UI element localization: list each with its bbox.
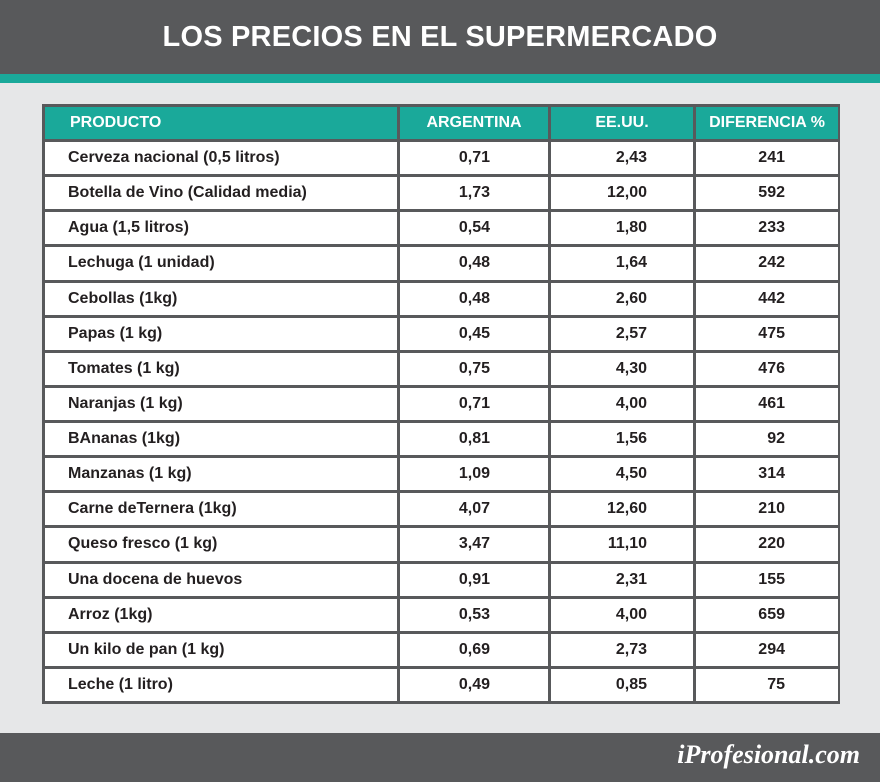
cell-eeuu: 4,50	[551, 458, 693, 491]
cell-argentina: 0,48	[400, 282, 548, 315]
table-row: Una docena de huevos 0,91 2,31 155	[45, 563, 838, 596]
footer-bar: iProfesional.com	[0, 733, 880, 782]
cell-argentina: 0,69	[400, 633, 548, 666]
cell-producto: Naranjas (1 kg)	[45, 387, 397, 420]
column-header-argentina: ARGENTINA	[400, 107, 548, 139]
cell-producto: Carne deTernera (1kg)	[45, 493, 397, 526]
price-table-container: PRODUCTO ARGENTINA EE.UU. DIFERENCIA % C…	[42, 104, 840, 704]
table-row: Carne deTernera (1kg) 4,07 12,60 210	[45, 493, 838, 526]
cell-argentina: 0,81	[400, 423, 548, 456]
table-row: Queso fresco (1 kg) 3,47 11,10 220	[45, 528, 838, 561]
cell-producto: Papas (1 kg)	[45, 317, 397, 350]
cell-eeuu: 2,43	[551, 142, 693, 175]
cell-eeuu: 2,57	[551, 317, 693, 350]
cell-eeuu: 2,73	[551, 633, 693, 666]
cell-eeuu: 1,56	[551, 423, 693, 456]
header-bar: LOS PRECIOS EN EL SUPERMERCADO	[0, 0, 880, 74]
cell-diferencia: 442	[696, 282, 838, 315]
cell-argentina: 1,09	[400, 458, 548, 491]
cell-eeuu: 2,60	[551, 282, 693, 315]
cell-diferencia: 241	[696, 142, 838, 175]
column-header-producto: PRODUCTO	[45, 107, 397, 139]
cell-diferencia: 476	[696, 352, 838, 385]
cell-producto: Leche (1 litro)	[45, 668, 397, 701]
column-header-diferencia: DIFERENCIA %	[696, 107, 838, 139]
cell-producto: Manzanas (1 kg)	[45, 458, 397, 491]
cell-eeuu: 2,31	[551, 563, 693, 596]
table-row: Cebollas (1kg) 0,48 2,60 442	[45, 282, 838, 315]
cell-argentina: 3,47	[400, 528, 548, 561]
cell-argentina: 0,71	[400, 387, 548, 420]
cell-producto: Tomates (1 kg)	[45, 352, 397, 385]
cell-diferencia: 475	[696, 317, 838, 350]
cell-argentina: 0,54	[400, 212, 548, 245]
cell-argentina: 0,91	[400, 563, 548, 596]
cell-argentina: 0,45	[400, 317, 548, 350]
cell-diferencia: 220	[696, 528, 838, 561]
table-row: Cerveza nacional (0,5 litros) 0,71 2,43 241	[45, 142, 838, 175]
cell-diferencia: 242	[696, 247, 838, 280]
cell-diferencia: 92	[696, 423, 838, 456]
cell-argentina: 1,73	[400, 177, 548, 210]
table-row: Agua (1,5 litros) 0,54 1,80 233	[45, 212, 838, 245]
cell-producto: Agua (1,5 litros)	[45, 212, 397, 245]
iprofesional-logo: iProfesional.com	[677, 740, 860, 769]
cell-producto: Lechuga (1 unidad)	[45, 247, 397, 280]
cell-diferencia: 659	[696, 598, 838, 631]
cell-argentina: 0,71	[400, 142, 548, 175]
cell-eeuu: 12,00	[551, 177, 693, 210]
cell-producto: Arroz (1kg)	[45, 598, 397, 631]
cell-diferencia: 75	[696, 668, 838, 701]
cell-producto: Una docena de huevos	[45, 563, 397, 596]
cell-eeuu: 4,00	[551, 387, 693, 420]
cell-eeuu: 1,64	[551, 247, 693, 280]
table-row: Papas (1 kg) 0,45 2,57 475	[45, 317, 838, 350]
cell-argentina: 0,49	[400, 668, 548, 701]
cell-diferencia: 461	[696, 387, 838, 420]
cell-argentina: 0,48	[400, 247, 548, 280]
table-row: Lechuga (1 unidad) 0,48 1,64 242	[45, 247, 838, 280]
cell-eeuu: 1,80	[551, 212, 693, 245]
table-row: Manzanas (1 kg) 1,09 4,50 314	[45, 458, 838, 491]
cell-argentina: 4,07	[400, 493, 548, 526]
cell-diferencia: 314	[696, 458, 838, 491]
table-row: BAnanas (1kg) 0,81 1,56 92	[45, 423, 838, 456]
cell-argentina: 0,53	[400, 598, 548, 631]
cell-producto: Cebollas (1kg)	[45, 282, 397, 315]
table-row: Botella de Vino (Calidad media) 1,73 12,00…	[45, 177, 838, 210]
cell-producto: Botella de Vino (Calidad media)	[45, 177, 397, 210]
cell-argentina: 0,75	[400, 352, 548, 385]
table-row: Arroz (1kg) 0,53 4,00 659	[45, 598, 838, 631]
cell-diferencia: 210	[696, 493, 838, 526]
cell-producto: Cerveza nacional (0,5 litros)	[45, 142, 397, 175]
table-header-row: PRODUCTO ARGENTINA EE.UU. DIFERENCIA %	[45, 107, 838, 139]
accent-divider	[0, 74, 880, 83]
cell-eeuu: 4,30	[551, 352, 693, 385]
cell-diferencia: 294	[696, 633, 838, 666]
column-header-eeuu: EE.UU.	[551, 107, 693, 139]
cell-eeuu: 11,10	[551, 528, 693, 561]
page-title: LOS PRECIOS EN EL SUPERMERCADO	[162, 20, 718, 53]
cell-producto: Queso fresco (1 kg)	[45, 528, 397, 561]
table-row: Un kilo de pan (1 kg) 0,69 2,73 294	[45, 633, 838, 666]
table-row: Tomates (1 kg) 0,75 4,30 476	[45, 352, 838, 385]
table-row: Leche (1 litro) 0,49 0,85 75	[45, 668, 838, 701]
cell-eeuu: 12,60	[551, 493, 693, 526]
cell-eeuu: 4,00	[551, 598, 693, 631]
cell-producto: BAnanas (1kg)	[45, 423, 397, 456]
table-row: Naranjas (1 kg) 0,71 4,00 461	[45, 387, 838, 420]
cell-diferencia: 592	[696, 177, 838, 210]
cell-eeuu: 0,85	[551, 668, 693, 701]
price-table: PRODUCTO ARGENTINA EE.UU. DIFERENCIA % C…	[42, 104, 841, 704]
cell-diferencia: 155	[696, 563, 838, 596]
cell-producto: Un kilo de pan (1 kg)	[45, 633, 397, 666]
cell-diferencia: 233	[696, 212, 838, 245]
